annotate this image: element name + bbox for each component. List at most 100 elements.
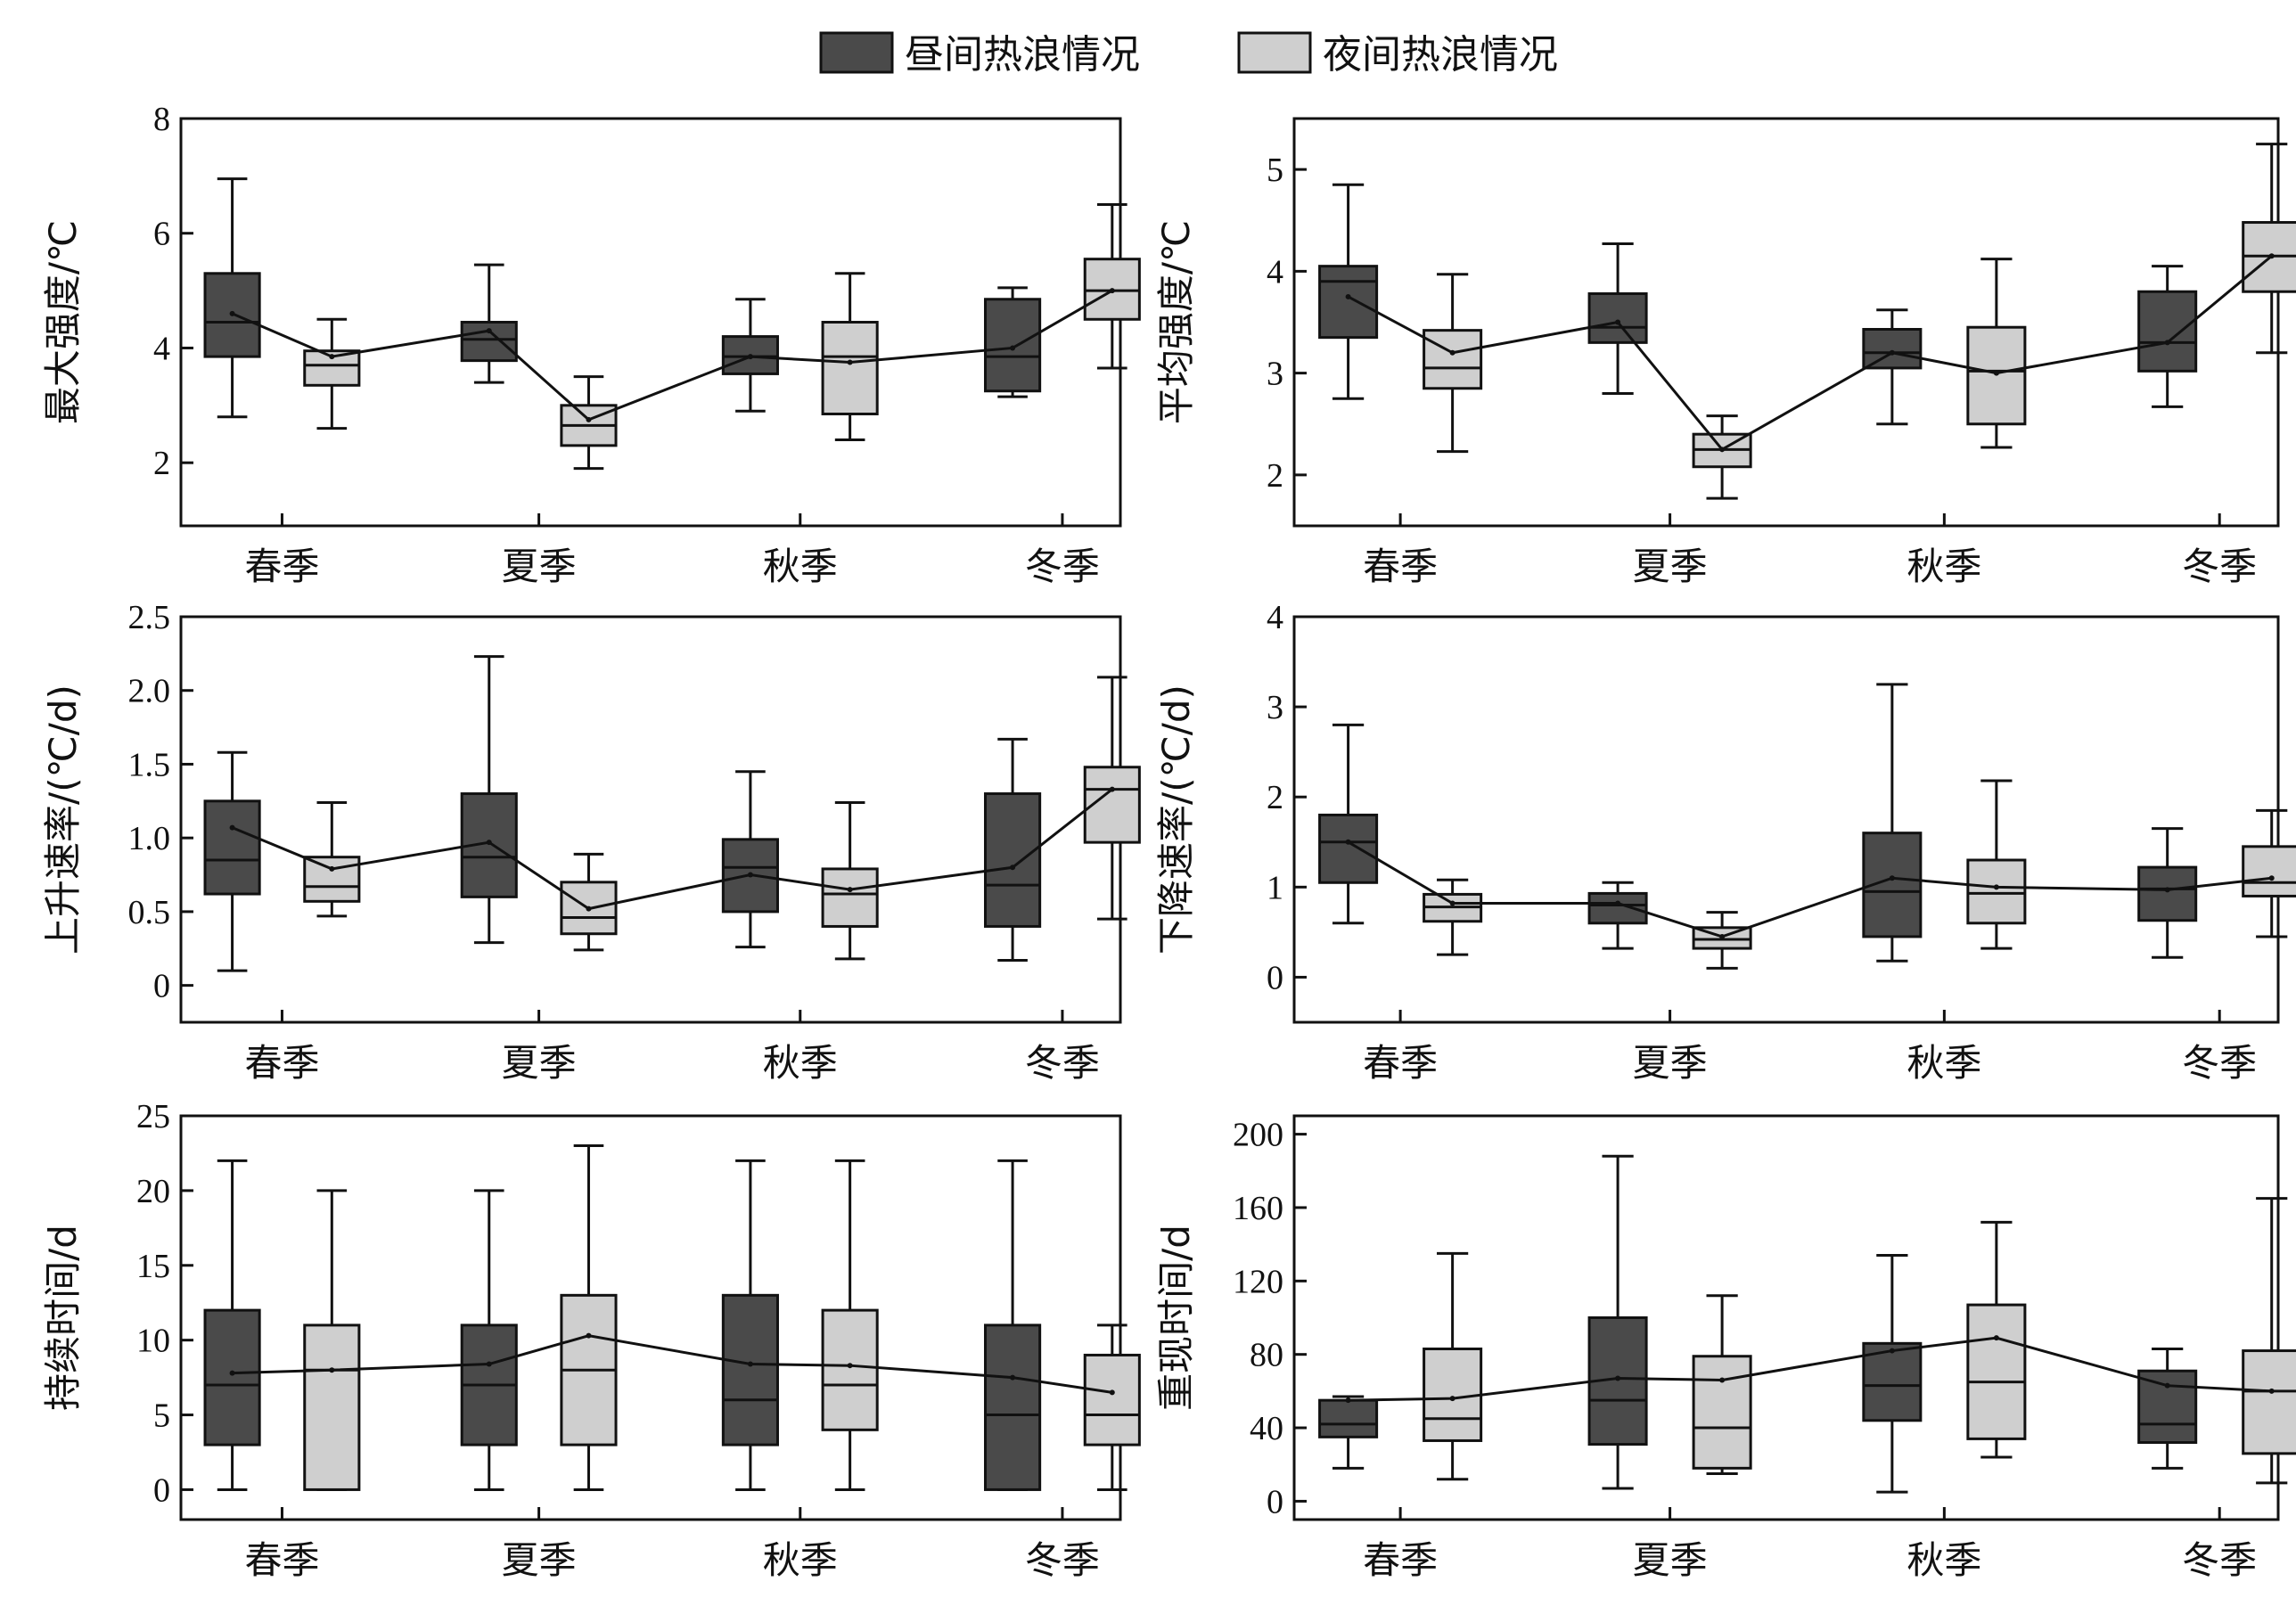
box (203, 799, 261, 896)
y-tick-label: 10 (136, 1323, 170, 1360)
category-label: 冬季 (2182, 1538, 2257, 1582)
box (1692, 1355, 1752, 1470)
y-tick-label: 2 (1267, 779, 1283, 816)
y-tick-label: 20 (136, 1173, 170, 1210)
category-label: 秋季 (763, 1538, 838, 1582)
chart-panel: 0 0.5 1.0 1.5 2.0 2.5 上升速率/(℃/d) 春季 夏季 秋季 冬季 (41, 599, 1141, 1085)
y-tick-label: 1.0 (128, 820, 171, 857)
category-label: 夏季 (1633, 545, 1708, 588)
plot-frame (1292, 615, 2280, 1024)
plot-frame (179, 117, 1122, 528)
y-tick-label: 1.5 (128, 746, 171, 783)
chart-panel: 2 4 6 8 最大强度/℃ 春季 夏季 秋季 冬季 (41, 101, 1141, 588)
category-label: 冬季 (2182, 1041, 2257, 1085)
y-tick-label: 0 (153, 968, 170, 1005)
box (1318, 265, 1379, 340)
y-tick-label: 3 (1267, 356, 1283, 393)
box (1587, 891, 1648, 925)
box (1862, 327, 1923, 370)
box (1966, 1303, 2027, 1440)
category-label: 秋季 (763, 1041, 838, 1085)
y-tick-label: 3 (1267, 689, 1283, 726)
y-tick-label: 1 (1267, 869, 1283, 906)
box (2137, 1369, 2198, 1445)
chart-panel: 0 5 10 15 20 25 持续时间/d 春季 夏季 秋季 冬季 (41, 1098, 1141, 1582)
mean-line (1347, 255, 2273, 452)
y-tick-label: 4 (1267, 253, 1283, 291)
category-label: 夏季 (502, 1041, 577, 1085)
y-tick-label: 200 (1233, 1117, 1283, 1154)
plot-frame (1292, 117, 2280, 528)
box (2242, 1349, 2296, 1455)
y-tick-label: 2.5 (128, 599, 171, 636)
category-label: 冬季 (2182, 545, 2257, 588)
category-label: 春季 (1363, 1041, 1438, 1085)
chart-panel: 0 1 2 3 4 下降速率/(℃/d) 春季 夏季 秋季 冬季 (1154, 599, 2296, 1085)
box (821, 321, 879, 415)
box (1587, 292, 1648, 344)
chart-panel: 2 3 4 5 平均强度/℃ 春季 夏季 秋季 冬季 (1154, 117, 2296, 588)
y-axis-title: 最大强度/℃ (41, 220, 85, 424)
legend: 昼间热浪情况 夜间热浪情况 (819, 31, 1558, 78)
box (1423, 1348, 1483, 1442)
category-label: 春季 (1363, 1538, 1438, 1582)
y-tick-label: 15 (136, 1248, 170, 1285)
y-tick-label: 120 (1233, 1263, 1283, 1300)
category-label: 春季 (244, 1041, 319, 1085)
category-label: 夏季 (1633, 1538, 1708, 1582)
category-label: 春季 (244, 1538, 319, 1582)
mean-line (231, 289, 1113, 422)
y-tick-label: 2 (1267, 457, 1283, 495)
mean-line (1347, 840, 2272, 938)
y-axis-title: 持续时间/d (41, 1225, 85, 1411)
y-axis-title: 重现时间/d (1154, 1225, 1198, 1411)
box (1423, 329, 1483, 390)
box (721, 1293, 779, 1446)
box (821, 867, 879, 928)
y-tick-label: 4 (153, 330, 170, 367)
category-label: 秋季 (763, 545, 838, 588)
y-tick-label: 6 (153, 216, 170, 253)
box (303, 856, 361, 903)
box (203, 1308, 261, 1446)
box (1966, 858, 2027, 925)
plot-frame (179, 615, 1122, 1024)
box (1083, 258, 1141, 321)
mean-line (232, 788, 1113, 911)
box (1318, 813, 1379, 884)
y-tick-label: 0 (153, 1471, 170, 1509)
y-tick-label: 0.5 (128, 894, 171, 931)
mean-line (232, 1334, 1113, 1394)
mean-line (1348, 1336, 2272, 1402)
y-axis-title: 上升速率/(℃/d) (41, 684, 85, 955)
box (1318, 1398, 1379, 1438)
category-label: 冬季 (1025, 1041, 1100, 1085)
plot-frame (179, 1114, 1122, 1521)
chart-panel: 0 40 80 120 160 200 重现时间/d 春季 夏季 秋季 冬季 (1154, 1114, 2296, 1582)
y-tick-label: 25 (136, 1098, 170, 1135)
y-tick-label: 40 (1250, 1410, 1283, 1447)
category-label: 秋季 (1906, 1041, 1981, 1085)
box (1083, 1353, 1141, 1446)
box (2137, 290, 2198, 373)
category-label: 春季 (1363, 545, 1438, 588)
box (1862, 1341, 1923, 1422)
legend-swatch-night (1237, 31, 1312, 74)
legend-label-day: 昼间热浪情况 (905, 32, 1140, 78)
category-label: 春季 (244, 545, 319, 588)
y-tick-label: 0 (1267, 959, 1283, 996)
box (821, 1308, 879, 1431)
y-tick-label: 80 (1250, 1337, 1283, 1374)
y-axis-title: 平均强度/℃ (1154, 220, 1198, 424)
y-tick-label: 5 (153, 1397, 170, 1435)
y-tick-label: 2 (153, 445, 170, 482)
y-tick-label: 2.0 (128, 673, 171, 710)
category-label: 夏季 (502, 1538, 577, 1582)
category-label: 夏季 (1633, 1041, 1708, 1085)
y-tick-label: 4 (1267, 599, 1283, 636)
box (303, 1323, 361, 1491)
box (2137, 865, 2198, 922)
box (2242, 845, 2296, 897)
y-tick-label: 160 (1233, 1190, 1283, 1227)
